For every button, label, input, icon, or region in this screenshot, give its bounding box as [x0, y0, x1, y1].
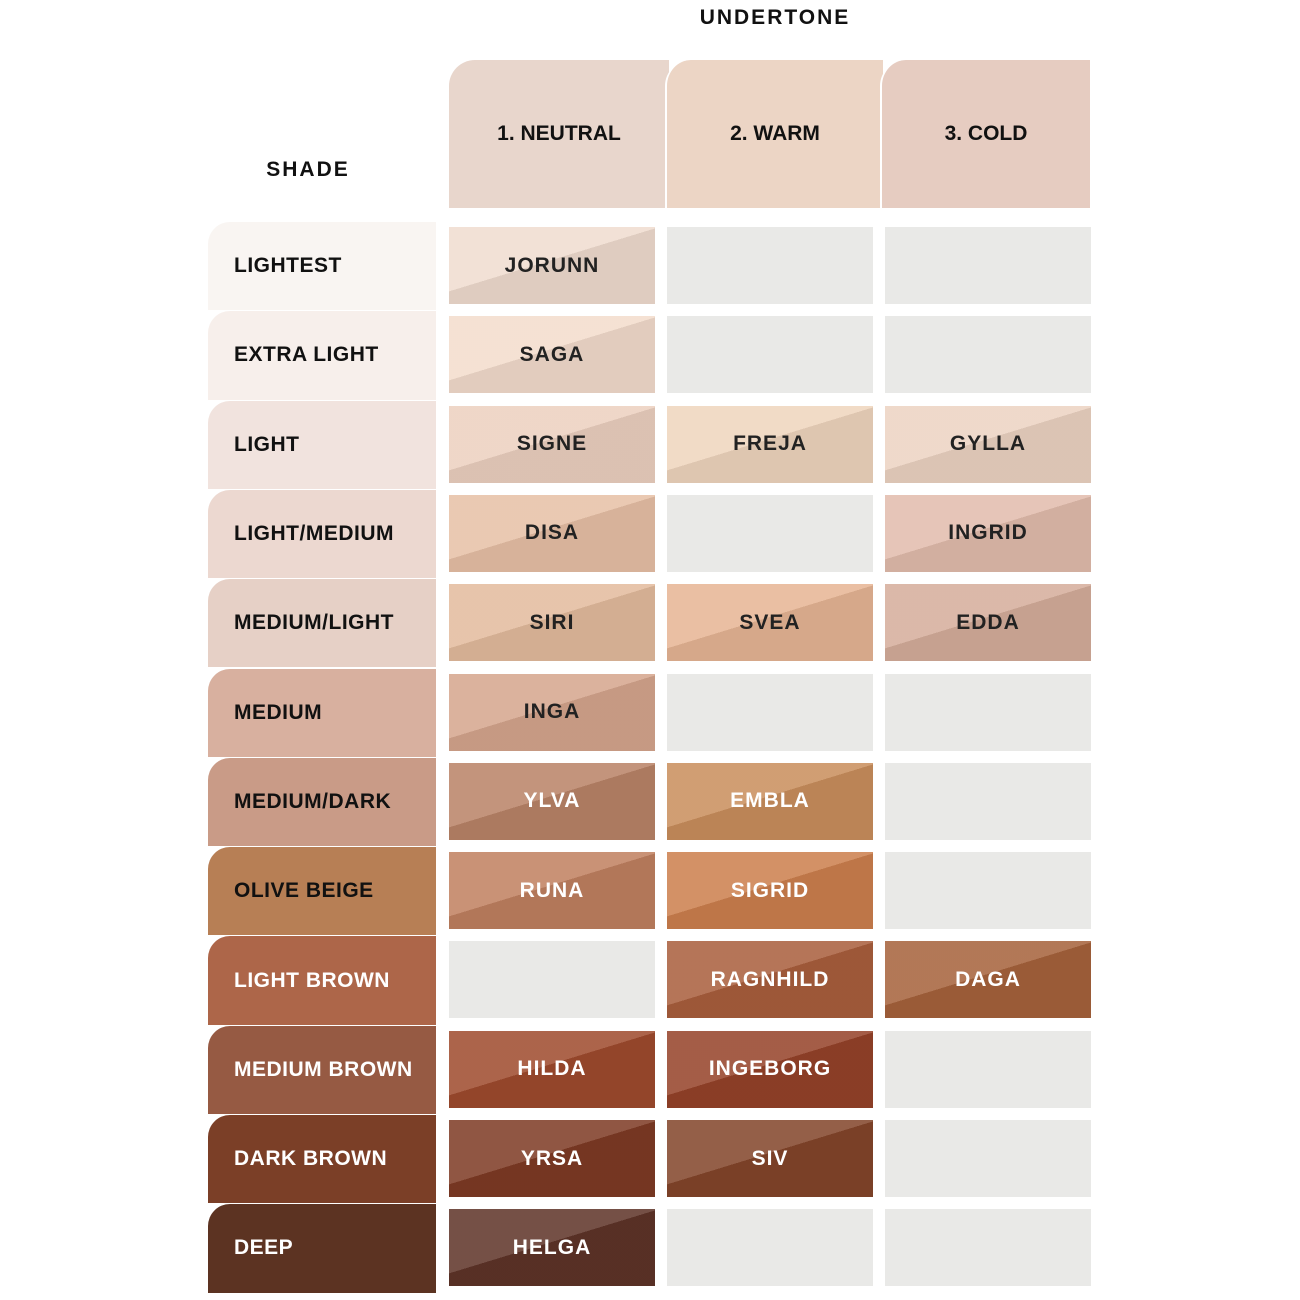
- empty-cell: [885, 762, 1091, 840]
- shade-swatch: INGEBORG: [667, 1030, 873, 1108]
- shade-swatch: SIGRID: [667, 852, 873, 930]
- shade-swatch: RAGNHILD: [667, 941, 873, 1019]
- row-header: EXTRA LIGHT: [208, 311, 436, 400]
- empty-cell: [667, 1209, 873, 1287]
- shade-swatch: HELGA: [449, 1209, 655, 1287]
- shade-swatch: SIGNE: [449, 405, 655, 483]
- shade-swatch: INGA: [449, 673, 655, 751]
- shade-swatch: EDDA: [885, 584, 1091, 662]
- empty-cell: [667, 227, 873, 304]
- row-header: MEDIUM/DARK: [208, 757, 436, 847]
- shade-swatch: SIV: [667, 1120, 873, 1197]
- empty-cell: [667, 316, 873, 394]
- undertone-title: UNDERTONE: [699, 6, 851, 29]
- column-header: 3. COLD: [880, 60, 1090, 208]
- shade-title: SHADE: [266, 158, 350, 181]
- empty-cell: [885, 316, 1091, 394]
- row-header: MEDIUM: [208, 668, 436, 757]
- row-header: LIGHT: [208, 400, 436, 489]
- shade-swatch: YLVA: [449, 762, 655, 840]
- shade-swatch: DISA: [449, 494, 655, 572]
- column-header: 1. NEUTRAL: [449, 60, 669, 208]
- row-header: LIGHT BROWN: [208, 936, 436, 1025]
- shade-swatch: SVEA: [667, 584, 873, 662]
- shade-swatch: YRSA: [449, 1120, 655, 1197]
- shade-swatch: SIRI: [449, 584, 655, 662]
- shade-swatch: JORUNN: [449, 227, 655, 304]
- row-header: LIGHT/MEDIUM: [208, 489, 436, 579]
- shade-swatch: EMBLA: [667, 762, 873, 840]
- row-header: DEEP: [208, 1204, 436, 1293]
- row-header: MEDIUM/LIGHT: [208, 579, 436, 668]
- empty-cell: [885, 1120, 1091, 1197]
- shade-swatch: INGRID: [885, 494, 1091, 572]
- row-header: MEDIUM BROWN: [208, 1025, 436, 1114]
- shade-swatch: RUNA: [449, 852, 655, 930]
- shade-swatch: FREJA: [667, 405, 873, 483]
- shade-swatch: HILDA: [449, 1030, 655, 1108]
- empty-cell: [885, 1030, 1091, 1108]
- empty-cell: [885, 1209, 1091, 1287]
- shade-swatch: GYLLA: [885, 405, 1091, 483]
- empty-cell: [449, 941, 655, 1019]
- empty-cell: [885, 673, 1091, 751]
- row-header: LIGHTEST: [208, 222, 436, 311]
- shade-swatch: DAGA: [885, 941, 1091, 1019]
- shade-swatch: SAGA: [449, 316, 655, 394]
- empty-cell: [667, 494, 873, 572]
- empty-cell: [885, 852, 1091, 930]
- row-header: DARK BROWN: [208, 1115, 436, 1204]
- row-header: OLIVE BEIGE: [208, 847, 436, 936]
- empty-cell: [885, 227, 1091, 304]
- column-header: 2. WARM: [665, 60, 883, 208]
- empty-cell: [667, 673, 873, 751]
